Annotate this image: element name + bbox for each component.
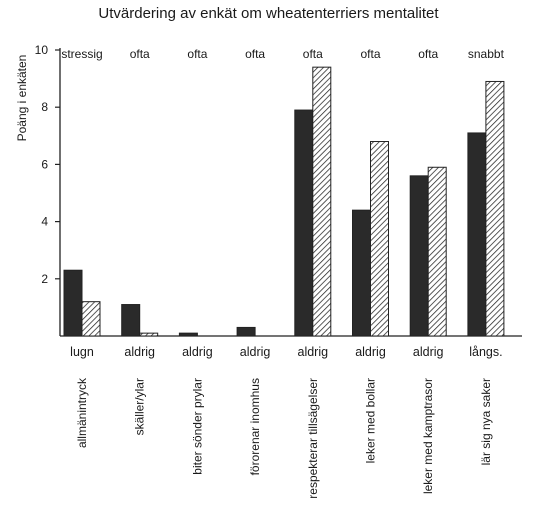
- bar-hatched-5: [370, 141, 389, 337]
- y-tick-label: 2: [41, 272, 48, 286]
- category-label: förorenar inomhus: [248, 378, 262, 475]
- bar-solid-1: [121, 304, 141, 337]
- chart-labels: stressig lugn allmänintryck ofta aldrig skäll…: [61, 47, 504, 499]
- top-label: ofta: [187, 47, 207, 61]
- bar-solid-0: [63, 269, 83, 337]
- bar-hatched-1: [139, 332, 159, 337]
- category-label: biter sönder prylar: [190, 378, 204, 475]
- chart-axes: 2 4 6 8 10: [35, 43, 522, 337]
- category-label: leker med kamptrasor: [421, 378, 435, 494]
- bar-solid-2: [178, 332, 198, 337]
- top-label: ofta: [418, 47, 438, 61]
- y-tick-label: 4: [41, 215, 48, 229]
- top-label: ofta: [130, 47, 150, 61]
- chart-bars: [63, 66, 505, 337]
- y-tick-label: 8: [41, 100, 48, 114]
- bottom-label: aldrig: [182, 345, 213, 359]
- top-label: ofta: [303, 47, 323, 61]
- category-label: skäller/ylar: [133, 378, 147, 435]
- y-tick-label: 6: [41, 157, 48, 171]
- bar-solid-6: [409, 175, 429, 337]
- bottom-label: aldrig: [298, 345, 329, 359]
- top-label: ofta: [245, 47, 265, 61]
- bottom-label: aldrig: [124, 345, 155, 359]
- category-label: leker med bollar: [364, 378, 378, 463]
- bottom-label: aldrig: [240, 345, 271, 359]
- top-label: ofta: [360, 47, 380, 61]
- y-tick-label: 10: [35, 43, 49, 57]
- bar-solid-7: [467, 132, 487, 337]
- bar-hatched-4: [312, 66, 332, 337]
- bar-solid-3: [236, 326, 256, 337]
- bar-hatched-7: [485, 80, 505, 337]
- y-axis-label: Poäng i enkäten: [15, 54, 29, 142]
- chart-title: Utvärdering av enkät om wheatenterriers …: [98, 5, 439, 22]
- category-label: respekterar tillsägelser: [306, 378, 320, 499]
- top-label: stressig: [61, 47, 102, 61]
- bar-solid-4: [294, 109, 314, 337]
- bottom-label: långs.: [469, 345, 502, 359]
- category-label: allmänintryck: [75, 377, 89, 448]
- bottom-label: aldrig: [355, 345, 386, 359]
- bar-solid-5: [352, 209, 371, 337]
- top-label: snabbt: [468, 47, 505, 61]
- category-label: lär sig nya saker: [479, 378, 493, 465]
- bar-hatched-0: [81, 301, 101, 337]
- bottom-label: lugn: [70, 345, 94, 359]
- bar-hatched-6: [427, 166, 447, 337]
- bottom-label: aldrig: [413, 345, 444, 359]
